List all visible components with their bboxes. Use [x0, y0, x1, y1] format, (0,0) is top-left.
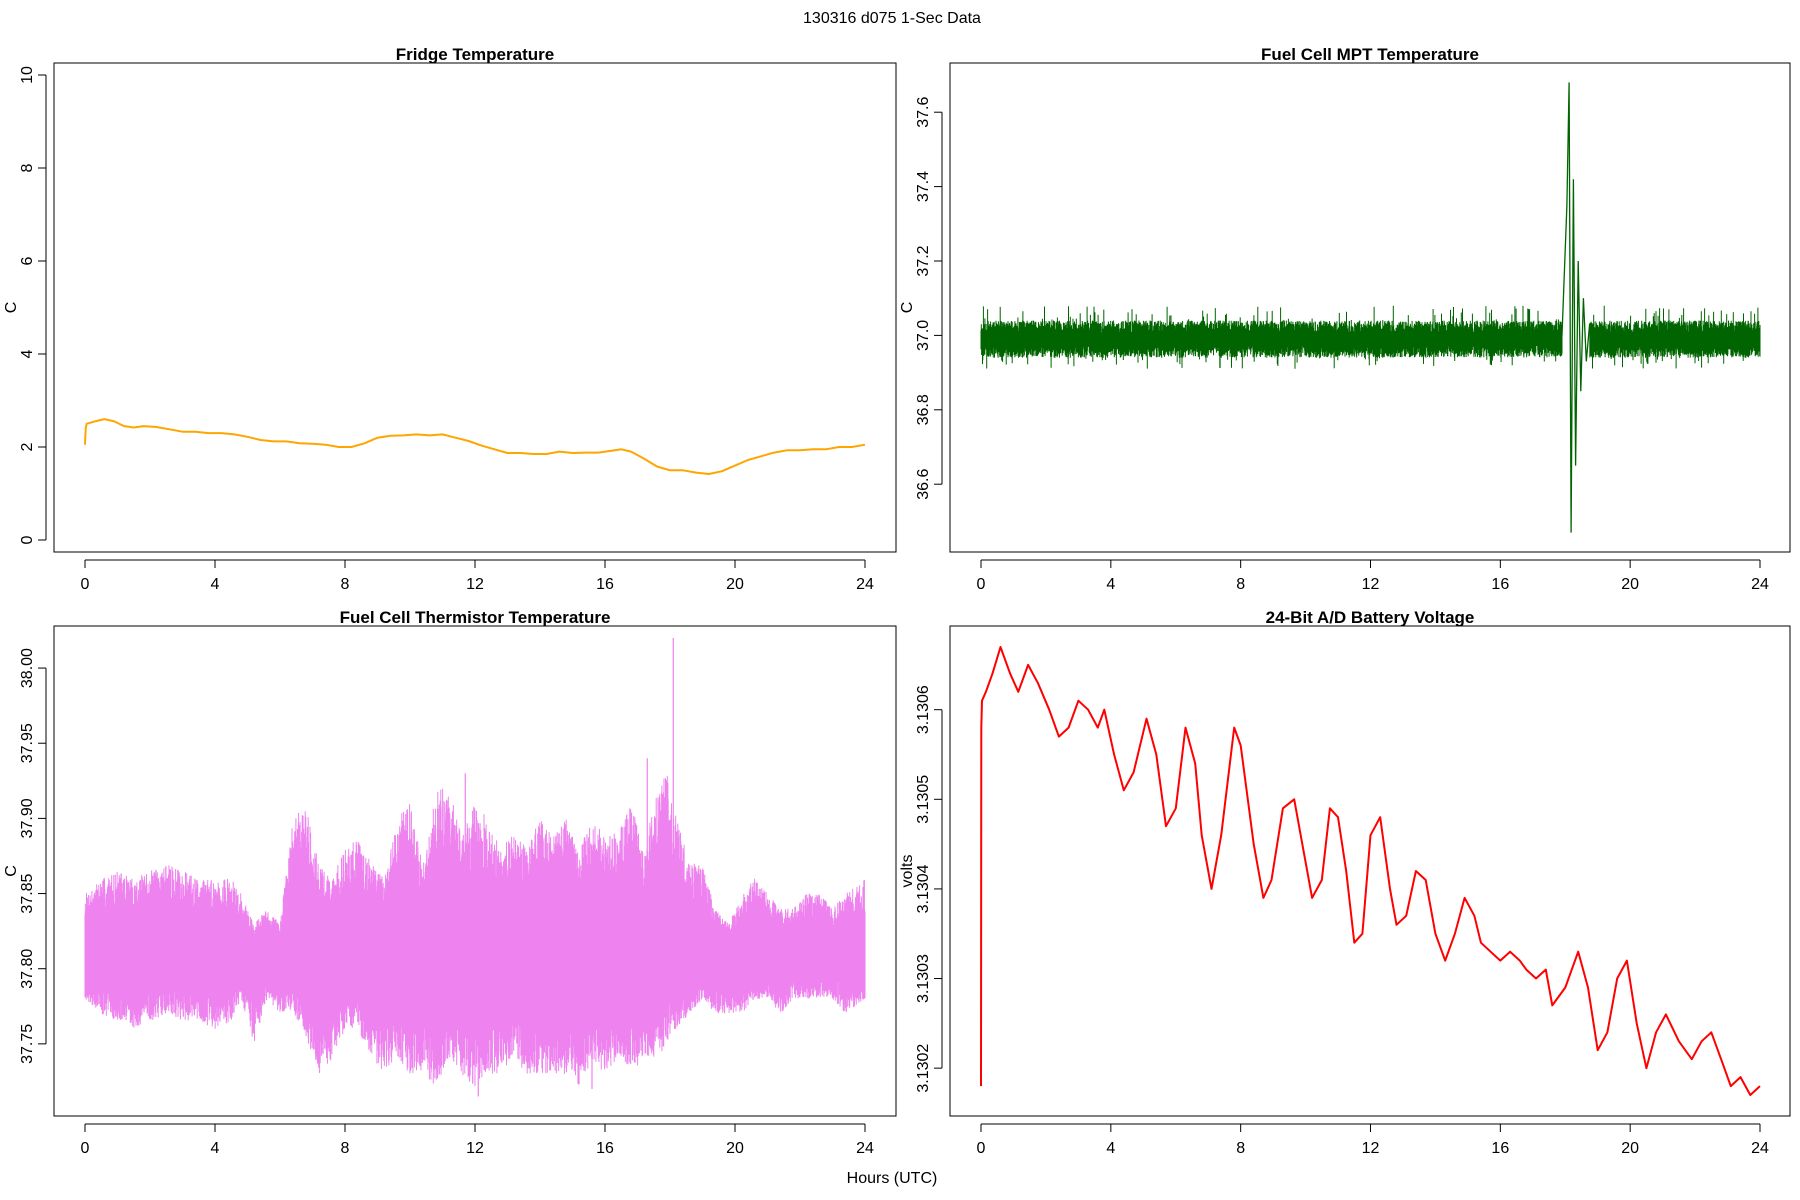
- y-tick-label: 37.6: [915, 97, 932, 128]
- x-tick-label: 12: [1362, 1140, 1380, 1157]
- y-tick-label: 3.1305: [915, 775, 932, 824]
- panel-fuel-cell-mpt-temperature: Fuel Cell MPT Temperature C 0 4 8 12 16 20 24 36.…: [899, 45, 1791, 593]
- y-tick-label: 0: [19, 535, 36, 544]
- y-tick-label: 3.1303: [915, 954, 932, 1003]
- y-axis-label: C: [3, 865, 20, 877]
- x-tick-label: 16: [596, 576, 614, 593]
- series-line: [980, 646, 1761, 1096]
- y-tick-label: 3.1306: [915, 685, 932, 734]
- panel-title: 24-Bit A/D Battery Voltage: [1266, 608, 1475, 627]
- x-tick-label: 24: [856, 576, 874, 593]
- y-tick-label: 37.4: [915, 171, 932, 202]
- x-tick-label: 12: [466, 576, 484, 593]
- x-tick-label: 8: [341, 1140, 350, 1157]
- x-tick-label: 24: [1751, 576, 1769, 593]
- noise-band: [980, 305, 1761, 369]
- y-tick-label: 6: [19, 256, 36, 265]
- x-tick-label: 16: [596, 1140, 614, 1157]
- panel-title: Fuel Cell MPT Temperature: [1261, 45, 1479, 64]
- x-tick-label: 16: [1491, 1140, 1509, 1157]
- y-tick-label: 37.90: [19, 798, 36, 838]
- x-tick-label: 4: [1106, 576, 1115, 593]
- y-tick-label: 8: [19, 163, 36, 172]
- oscillation-event: [1561, 82, 1591, 533]
- x-tick-label: 0: [977, 576, 986, 593]
- noise-band: [84, 776, 866, 1086]
- panel-title: Fuel Cell Thermistor Temperature: [340, 608, 611, 627]
- x-tick-label: 0: [977, 1140, 986, 1157]
- x-tick-label: 20: [726, 1140, 744, 1157]
- y-tick-label: 36.6: [915, 469, 932, 500]
- y-tick-label: 3.1304: [915, 864, 932, 913]
- x-tick-label: 20: [726, 576, 744, 593]
- plot-frame: [949, 625, 1791, 1117]
- y-axis-label: C: [899, 302, 916, 314]
- series-line: [84, 418, 866, 475]
- y-axis-label: C: [3, 302, 20, 314]
- plot-frame: [53, 62, 897, 553]
- y-tick-label: 3.1302: [915, 1044, 932, 1093]
- x-tick-label: 0: [81, 576, 90, 593]
- x-tick-label: 4: [211, 576, 220, 593]
- panel-fuel-cell-thermistor-temperature: Fuel Cell Thermistor Temperature C 0 4 8 12 16…: [3, 608, 897, 1157]
- y-tick-label: 37.85: [19, 873, 36, 913]
- y-tick-label: 2: [19, 442, 36, 451]
- x-tick-label: 24: [1751, 1140, 1769, 1157]
- plot-frame: [53, 625, 897, 1117]
- x-tick-label: 0: [81, 1140, 90, 1157]
- y-tick-label: 37.2: [915, 245, 932, 276]
- y-tick-label: 37.75: [19, 1024, 36, 1064]
- x-tick-label: 16: [1491, 576, 1509, 593]
- x-tick-label: 4: [1106, 1140, 1115, 1157]
- x-tick-label: 24: [856, 1140, 874, 1157]
- x-tick-label: 8: [341, 576, 350, 593]
- x-tick-label: 8: [1236, 576, 1245, 593]
- y-tick-label: 37.80: [19, 949, 36, 989]
- y-tick-label: 38.00: [19, 648, 36, 688]
- y-tick-label: 36.8: [915, 394, 932, 425]
- x-tick-label: 20: [1621, 576, 1639, 593]
- figure-xlabel: Hours (UTC): [847, 1170, 938, 1187]
- x-tick-label: 12: [466, 1140, 484, 1157]
- y-tick-label: 4: [19, 349, 36, 358]
- figure-title: 130316 d075 1-Sec Data: [803, 10, 981, 27]
- x-tick-label: 12: [1362, 576, 1380, 593]
- y-tick-label: 10: [19, 66, 36, 84]
- x-tick-label: 8: [1236, 1140, 1245, 1157]
- x-tick-label: 20: [1621, 1140, 1639, 1157]
- plot-frame: [949, 62, 1791, 553]
- x-tick-label: 4: [211, 1140, 220, 1157]
- panel-battery-voltage: 24-Bit A/D Battery Voltage volts 0 4 8 12 16 20…: [899, 608, 1791, 1157]
- y-axis-label: volts: [899, 855, 916, 888]
- panel-title: Fridge Temperature: [396, 45, 554, 64]
- y-tick-label: 37.0: [915, 320, 932, 351]
- y-tick-label: 37.95: [19, 723, 36, 763]
